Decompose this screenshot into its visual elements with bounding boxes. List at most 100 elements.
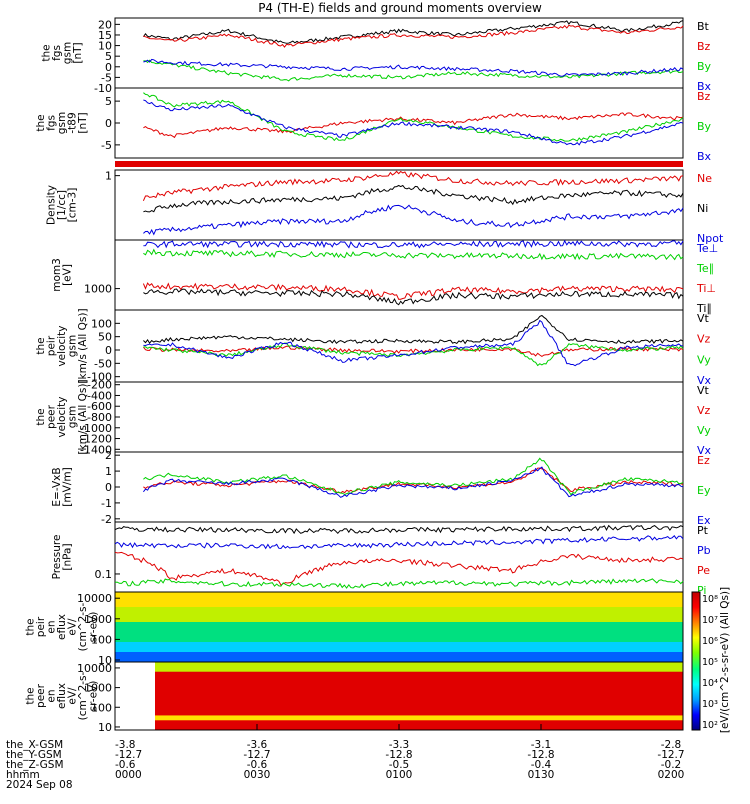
y-axis-label-line: fgs: [46, 115, 58, 131]
legend-entry: Vy: [697, 424, 711, 437]
series-line-Bx: [143, 58, 684, 77]
y-axis-label-line: eflux: [56, 683, 68, 709]
colorbar-tick-label: 10⁵: [702, 657, 718, 668]
y-tick-label: -2: [101, 513, 112, 526]
spectrogram-band: [115, 632, 683, 638]
spectrogram-band: [115, 622, 683, 628]
spectrogram-band: [155, 676, 683, 682]
spectrogram-band: [115, 612, 683, 618]
y-axis-label-line: eflux: [56, 614, 68, 640]
y-tick-label: 0: [105, 117, 112, 130]
spectrogram-band: [155, 696, 683, 702]
series-line-Pb: [114, 535, 684, 550]
y-tick-label: 20: [98, 18, 112, 31]
spectrogram-band: [115, 592, 683, 598]
y-axis-label-line: the: [35, 337, 47, 354]
legend-entry: Vz: [697, 404, 711, 417]
x-tick-label: -12.8: [527, 749, 554, 761]
legend-entry: Bt: [697, 20, 710, 33]
y-axis-label-line: (cm^2-s-: [77, 602, 89, 651]
y-tick-label: -600: [87, 400, 112, 413]
colorbar-scale: [691, 591, 701, 731]
y-tick-label: -5: [101, 71, 112, 84]
y-tick-label: 10000: [77, 592, 112, 605]
panel-pressure: 0.1 Pressure[nPa] Pt Pb Pe Pi: [51, 521, 711, 597]
series-line-Pt: [114, 524, 684, 535]
legend-entry: By: [697, 60, 712, 73]
spectrogram-band: [155, 705, 683, 712]
spectrogram-band: [115, 607, 683, 613]
y-axis-label-line: velocity: [56, 396, 68, 437]
series-line-Ey: [143, 457, 684, 496]
legend-entry: By: [697, 120, 712, 133]
x-tick-label: -0.6: [247, 759, 268, 771]
legend-entry: Ex: [697, 514, 711, 527]
y-tick-label: 5: [105, 50, 112, 63]
y-axis-label: mom3[eV]: [51, 258, 74, 292]
y-tick-label: -10: [94, 82, 112, 95]
y-tick-label: 0: [105, 344, 112, 357]
y-axis-label-line: [km/s (All Qs)]: [77, 308, 89, 383]
legend-entry: Vx: [697, 444, 712, 457]
panel-density: 1 Density[1/cc][cm-3] Ne Ni Npot: [46, 169, 724, 245]
legend-entry: Pe: [697, 564, 710, 577]
y-axis-label: Density[1/cc][cm-3]: [46, 185, 79, 225]
series-line-Vz: [143, 345, 684, 357]
series-line-Bx: [143, 99, 684, 146]
panel-frame: [114, 381, 684, 453]
spectrogram-band: [115, 647, 683, 653]
y-tick-label: 100: [91, 701, 112, 714]
legend-entry: Vz: [697, 333, 711, 346]
y-axis-label-line: peer: [35, 683, 47, 708]
legend-entry: Pb: [697, 544, 711, 557]
series-line-Te⊥: [143, 239, 684, 249]
legend-entry: Ni: [697, 202, 708, 215]
x-tick-label: 0030: [244, 769, 271, 781]
spectrogram-band: [115, 617, 683, 623]
spectrogram-band: [155, 720, 683, 726]
spectrogram-band: [115, 627, 683, 633]
spectrogram-band: [155, 671, 683, 678]
legend-entry: Vx: [697, 374, 712, 387]
y-tick-label: 10000: [77, 662, 112, 675]
y-tick-label: -1200: [80, 433, 112, 446]
y-axis-label-line: the: [35, 114, 47, 131]
colorbar-tick-label: 10³: [702, 699, 718, 710]
panel-efield: 2 1 0 -1 -2 E=-VxB[mV/m] Ez Ey Ex: [51, 449, 711, 527]
series-line-By: [143, 92, 684, 142]
legend-entry: Pi: [697, 584, 706, 597]
y-axis-label: Pressure[nPa]: [51, 535, 74, 580]
y-axis-label-line: [km/s (All Qs)]: [77, 379, 89, 454]
y-axis-label-line: velocity: [56, 325, 68, 366]
y-axis-label-line: Density: [46, 185, 58, 225]
y-axis-label-line: peir: [35, 616, 47, 637]
plot-title: P4 (TH-E) fields and ground moments over…: [258, 1, 542, 15]
y-tick-label: 100: [91, 317, 112, 330]
spectrogram-peir-eflux: [115, 592, 683, 663]
y-axis-label-line: [eV]: [61, 264, 73, 286]
legend-entry: Ti⊥: [696, 282, 716, 295]
y-tick-label: 0.1: [95, 568, 113, 581]
legend-entry: Bz: [697, 40, 711, 53]
y-axis-label-line: [nT]: [77, 112, 89, 133]
spectrogram-band: [115, 597, 683, 603]
colorbar-tick-label: 10⁴: [702, 678, 718, 689]
legend-entry: Ti∥: [696, 302, 712, 315]
y-tick-label: -1000: [80, 422, 112, 435]
x-tick-label: -12.8: [385, 749, 412, 761]
y-tick-label: -100: [87, 371, 112, 384]
colorbar-tick-label: 10⁷: [702, 615, 718, 626]
y-axis-label-line: [mV/m]: [61, 467, 73, 506]
spectrogram-band: [115, 642, 683, 648]
legend-entry: Npot: [697, 232, 724, 245]
x-tick-label: -0.2: [661, 759, 682, 771]
series-line-Npot: [143, 204, 684, 236]
x-row-label: the_Z-GSM: [6, 759, 64, 771]
x-tick-label: 0130: [528, 769, 555, 781]
y-axis-label-line: [nT]: [72, 42, 84, 63]
